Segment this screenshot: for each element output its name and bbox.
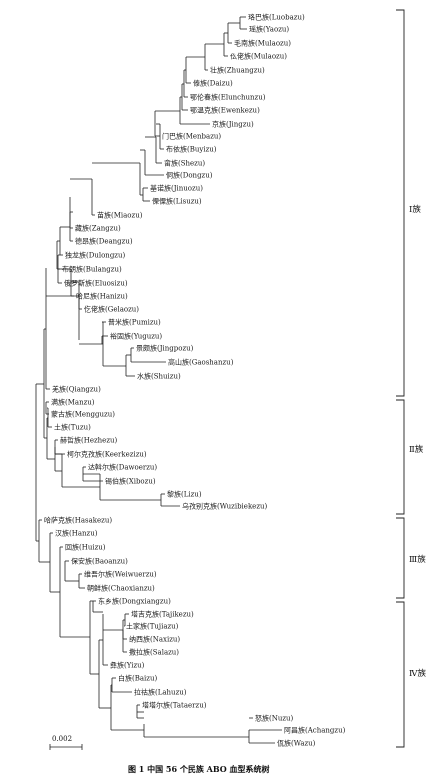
leaf-label: 哈尼族(Hanizu) bbox=[76, 292, 128, 301]
leaf-label: 布依族(Buyizu) bbox=[166, 145, 217, 154]
leaf-label: 独龙族(Dulongzu) bbox=[65, 251, 125, 260]
leaf-label: 赫哲族(Hezhezu) bbox=[60, 436, 118, 445]
leaf-label: 毛南族(Mulaozu) bbox=[234, 39, 291, 48]
leaf-label: 俄罗斯族(Eluosizu) bbox=[64, 279, 128, 288]
bracket-line bbox=[396, 399, 405, 515]
group-bracket: Ⅲ族 bbox=[396, 517, 426, 599]
bracket-line bbox=[396, 9, 405, 397]
leaf-label: 哈萨克族(Hasakezu) bbox=[44, 516, 112, 525]
leaf-label: 基诺族(Jinuozu) bbox=[150, 184, 203, 193]
tree-branches bbox=[35, 16, 282, 744]
leaf-label: 普米族(Pumizu) bbox=[108, 318, 161, 327]
bracket-line bbox=[396, 517, 405, 599]
bracket-line bbox=[396, 601, 405, 748]
leaf-label: 佤族(Wazu) bbox=[277, 739, 316, 748]
leaf-label: 土族(Tuzu) bbox=[54, 423, 91, 432]
leaf-label: 布朗族(Bulangzu) bbox=[62, 265, 122, 274]
leaf-label: 德昂族(Deangzu) bbox=[75, 237, 133, 246]
leaf-label: 鄂温克族(Ewenkezu) bbox=[190, 106, 260, 115]
leaf-label: 水族(Shuizu) bbox=[137, 372, 181, 381]
leaf-label: 维吾尔族(Weiwuerzu) bbox=[84, 570, 157, 579]
scale-bar-label: 0.002 bbox=[52, 735, 72, 743]
leaf-label: 保安族(Baoanzu) bbox=[71, 557, 128, 566]
leaf-label: 黎族(Lizu) bbox=[167, 490, 202, 499]
leaf-label: 朝鲜族(Chaoxianzu) bbox=[87, 584, 155, 593]
leaf-label: 珞巴族(Luobazu) bbox=[248, 13, 305, 22]
group-brackets: Ⅰ族 Ⅱ族 Ⅲ族 Ⅳ族 bbox=[396, 9, 426, 748]
leaf-label: 仡佬族(Gelaozu) bbox=[84, 305, 139, 314]
leaf-labels: 珞巴族(Luobazu) 瑶族(Yaozu) 毛南族(Mulaozu) 仫佬族(Mul… bbox=[44, 13, 346, 748]
scale-bar: 0.002 bbox=[49, 735, 83, 750]
leaf-label: 柯尔克孜族(Keerkezizu) bbox=[67, 450, 147, 459]
leaf-label: 塔塔尔族(Tataerzu) bbox=[142, 701, 207, 710]
leaf-label: 拉祜族(Lahuzu) bbox=[134, 688, 187, 697]
group-label: Ⅳ族 bbox=[409, 668, 426, 679]
leaf-label: 侗族(Dongzu) bbox=[166, 171, 213, 180]
leaf-label: 傣族(Daizu) bbox=[193, 79, 233, 88]
leaf-label: 仫佬族(Mulaozu) bbox=[230, 52, 287, 61]
leaf-label: 蒙古族(Mengguzu) bbox=[51, 410, 115, 419]
figure-caption: 图 1 中国 56 个民族 ABO 血型系统树 bbox=[128, 764, 270, 774]
leaf-label: 汉族(Hanzu) bbox=[55, 529, 98, 538]
leaf-label: 阿昌族(Achangzu) bbox=[284, 726, 346, 735]
leaf-label: 景颇族(Jingpozu) bbox=[136, 344, 194, 353]
leaf-label: 藏族(Zangzu) bbox=[75, 224, 121, 233]
leaf-label: 裕固族(Yuguzu) bbox=[110, 332, 162, 341]
leaf-label: 怒族(Nuzu) bbox=[255, 714, 294, 723]
group-bracket: Ⅱ族 bbox=[396, 399, 424, 515]
leaf-label: 白族(Baizu) bbox=[118, 674, 157, 683]
leaf-label: 回族(Huizu) bbox=[65, 543, 106, 552]
leaf-label: 锡伯族(Xibozu) bbox=[105, 477, 156, 486]
leaf-label: 瑶族(Yaozu) bbox=[249, 25, 289, 34]
leaf-label: 壮族(Zhuangzu) bbox=[210, 66, 265, 75]
leaf-label: 塔吉克族(Tajikezu) bbox=[131, 610, 194, 619]
leaf-label: 鄂伦春族(Elunchunzu) bbox=[190, 93, 266, 102]
leaf-label: 东乡族(Dongxiangzu) bbox=[98, 597, 171, 606]
leaf-label: 乌孜别克族(Wuzibiekezu) bbox=[182, 502, 268, 511]
group-label: Ⅲ族 bbox=[409, 554, 426, 565]
group-label: Ⅱ族 bbox=[409, 444, 424, 455]
leaf-label: 苗族(Miaozu) bbox=[97, 211, 143, 220]
leaf-label: 撒拉族(Salazu) bbox=[129, 648, 179, 657]
leaf-label: 傈僳族(Lisuzu) bbox=[152, 197, 202, 206]
leaf-label: 彝族(Yizu) bbox=[110, 661, 145, 670]
leaf-label: 畲族(Shezu) bbox=[164, 159, 205, 168]
leaf-label: 达斡尔族(Dawoerzu) bbox=[88, 463, 157, 472]
group-bracket: Ⅰ族 bbox=[396, 9, 421, 397]
leaf-label: 高山族(Gaoshanzu) bbox=[168, 358, 234, 367]
leaf-label: 满族(Manzu) bbox=[51, 398, 95, 407]
leaf-label: 门巴族(Menbazu) bbox=[162, 132, 221, 141]
leaf-label: 京族(Jingzu) bbox=[212, 120, 254, 129]
leaf-label: 羌族(Qiangzu) bbox=[52, 385, 101, 394]
leaf-label: 土家族(Tujiazu) bbox=[126, 622, 179, 631]
group-bracket: Ⅳ族 bbox=[396, 601, 426, 748]
group-label: Ⅰ族 bbox=[409, 204, 421, 215]
leaf-label: 纳西族(Naxizu) bbox=[129, 635, 180, 644]
